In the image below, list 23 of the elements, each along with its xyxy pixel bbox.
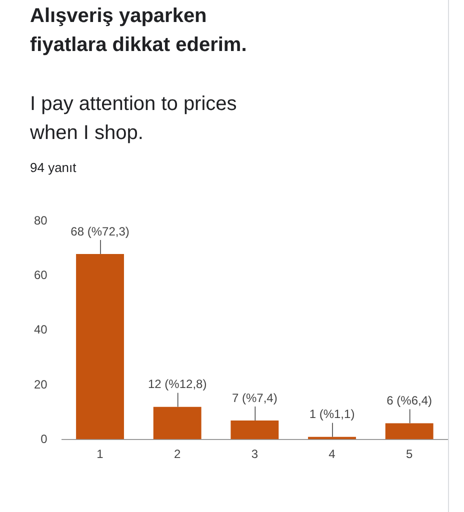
x-tick-label: 2 [174,447,181,462]
data-label: 12 (%12,8) [148,377,207,392]
y-tick-label: 80 [34,214,48,228]
bar [308,436,356,440]
x-tick-label: 1 [96,447,104,462]
x-tick-label: 5 [406,447,413,462]
bar [76,254,124,440]
chart-subtitle: I pay attention to prices when I shop. [30,92,238,146]
y-tick-label: 0 [40,432,48,446]
y-tick-label: 60 [34,268,48,282]
data-label: 68 (%72,3) [70,224,130,238]
data-label: 7 (%7,4) [232,390,278,405]
bar [385,423,434,440]
y-tick-label: 20 [34,377,48,392]
chart-title: Alışveriş yaparken fiyatlara dikkat ederim. [30,4,248,58]
bar [153,406,202,440]
data-label: 6 (%6,4) [386,394,432,408]
data-label: 1 (%1,1) [309,407,355,422]
y-tick-label: 40 [34,322,48,337]
x-tick-label: 3 [251,447,258,462]
bar [230,420,279,440]
x-tick-label: 4 [328,447,336,462]
text: 94 yanıt [30,160,76,175]
